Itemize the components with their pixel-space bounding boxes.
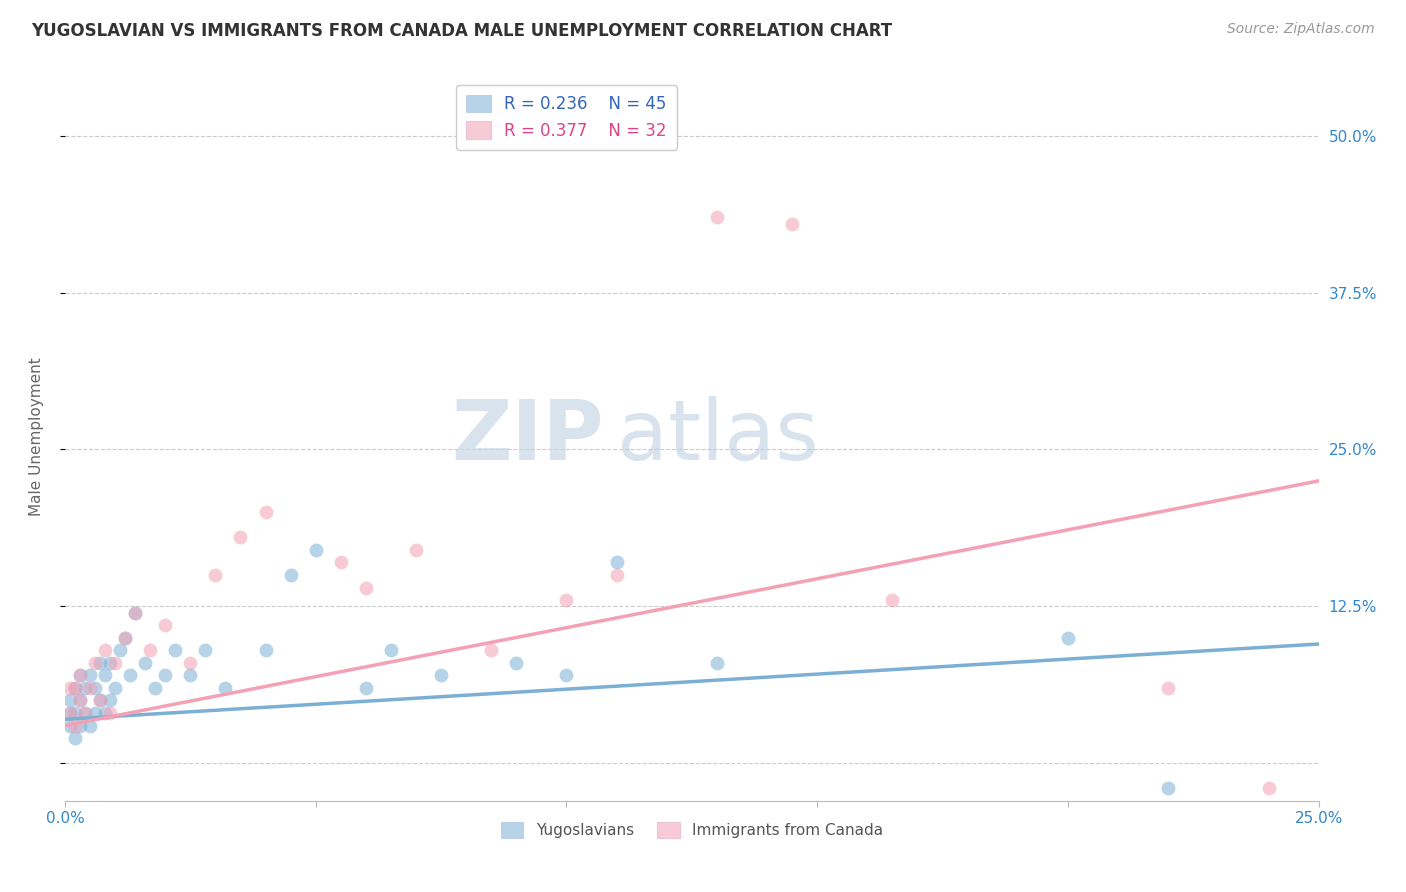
Point <box>882 593 904 607</box>
Point <box>73 706 96 720</box>
Point <box>79 668 101 682</box>
Point <box>73 706 96 720</box>
Point <box>143 681 166 695</box>
Point <box>120 668 142 682</box>
Text: ZIP: ZIP <box>451 396 605 477</box>
Point <box>59 706 82 720</box>
Point <box>114 631 136 645</box>
Point <box>153 618 176 632</box>
Point <box>139 643 162 657</box>
Point <box>98 656 121 670</box>
Point <box>606 556 628 570</box>
Point <box>780 217 803 231</box>
Point <box>59 718 82 732</box>
Point <box>280 568 302 582</box>
Point <box>254 505 277 519</box>
Point <box>84 706 107 720</box>
Point <box>305 542 328 557</box>
Point <box>59 693 82 707</box>
Text: atlas: atlas <box>617 396 818 477</box>
Text: YUGOSLAVIAN VS IMMIGRANTS FROM CANADA MALE UNEMPLOYMENT CORRELATION CHART: YUGOSLAVIAN VS IMMIGRANTS FROM CANADA MA… <box>31 22 891 40</box>
Point <box>354 581 377 595</box>
Point <box>124 606 146 620</box>
Point <box>405 542 427 557</box>
Point <box>1157 681 1180 695</box>
Y-axis label: Male Unemployment: Male Unemployment <box>30 358 44 516</box>
Point <box>63 681 86 695</box>
Point <box>153 668 176 682</box>
Point <box>165 643 187 657</box>
Point <box>114 631 136 645</box>
Point <box>430 668 453 682</box>
Point <box>194 643 217 657</box>
Point <box>214 681 236 695</box>
Point <box>69 668 91 682</box>
Point <box>73 681 96 695</box>
Point <box>89 693 111 707</box>
Point <box>1157 781 1180 796</box>
Point <box>555 593 578 607</box>
Point <box>79 718 101 732</box>
Point <box>104 656 127 670</box>
Point <box>63 681 86 695</box>
Point <box>108 643 131 657</box>
Point <box>94 706 117 720</box>
Point <box>254 643 277 657</box>
Point <box>204 568 226 582</box>
Point <box>329 556 352 570</box>
Point <box>1057 631 1080 645</box>
Point <box>706 656 728 670</box>
Point <box>134 656 156 670</box>
Point <box>1257 781 1279 796</box>
Point <box>84 656 107 670</box>
Point <box>69 693 91 707</box>
Point <box>63 706 86 720</box>
Point <box>179 656 201 670</box>
Point <box>59 706 82 720</box>
Point <box>59 681 82 695</box>
Point <box>69 718 91 732</box>
Text: Source: ZipAtlas.com: Source: ZipAtlas.com <box>1227 22 1375 37</box>
Point <box>94 668 117 682</box>
Legend: Yugoslavians, Immigrants from Canada: Yugoslavians, Immigrants from Canada <box>495 816 889 844</box>
Point <box>89 693 111 707</box>
Point <box>69 668 91 682</box>
Point <box>179 668 201 682</box>
Point <box>84 681 107 695</box>
Point <box>69 693 91 707</box>
Point <box>505 656 527 670</box>
Point <box>63 731 86 746</box>
Point <box>94 643 117 657</box>
Point <box>98 706 121 720</box>
Point <box>354 681 377 695</box>
Point <box>380 643 402 657</box>
Point <box>706 211 728 225</box>
Point <box>63 718 86 732</box>
Point <box>606 568 628 582</box>
Point <box>555 668 578 682</box>
Point <box>104 681 127 695</box>
Point <box>98 693 121 707</box>
Point <box>89 656 111 670</box>
Point <box>79 681 101 695</box>
Point <box>229 530 252 544</box>
Point <box>479 643 502 657</box>
Point <box>124 606 146 620</box>
